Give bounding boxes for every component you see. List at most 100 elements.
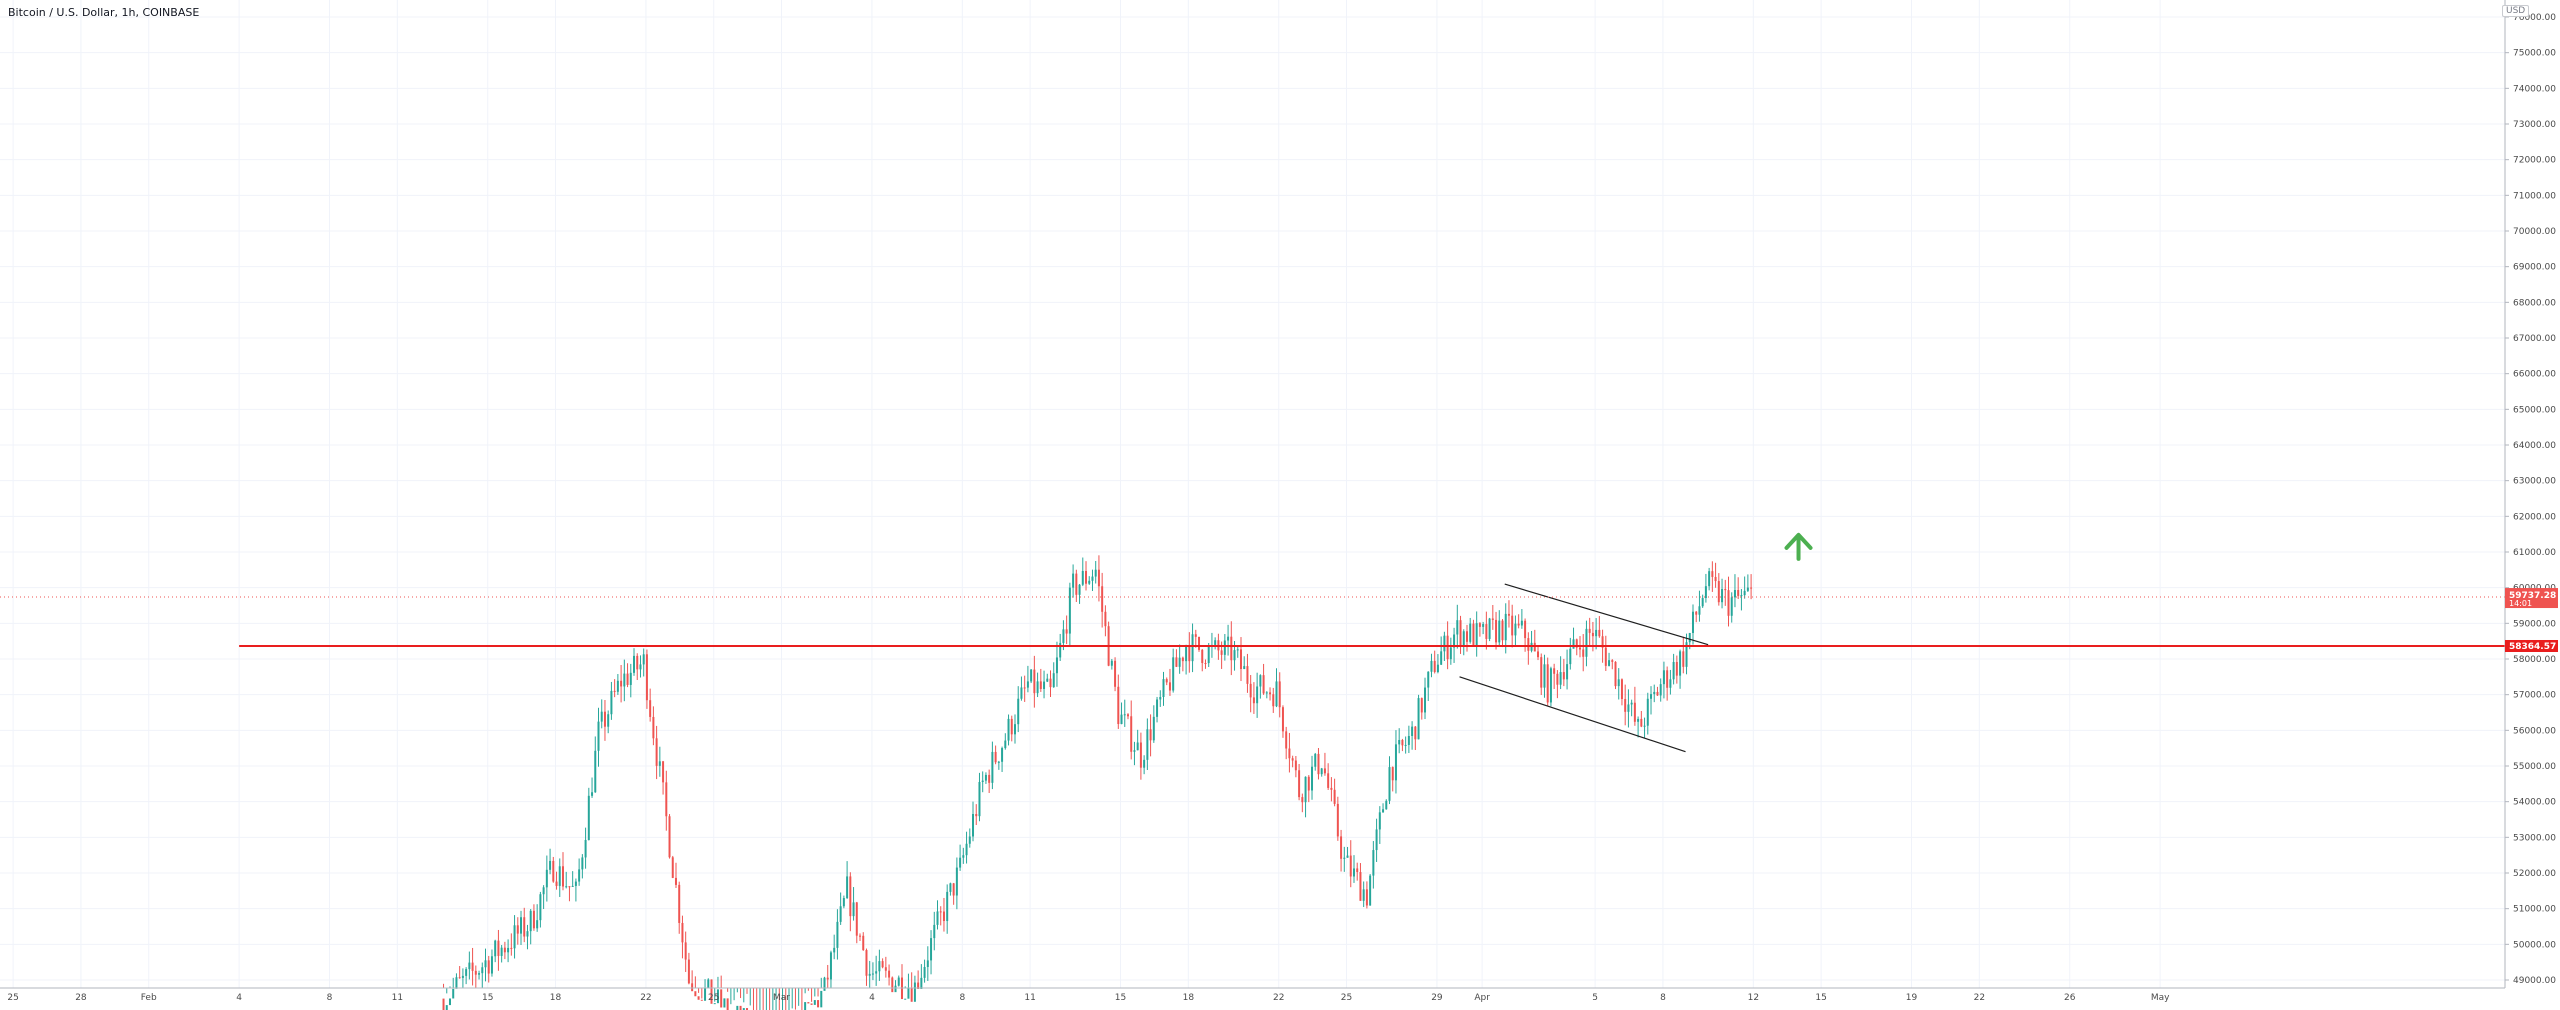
price-tick-label: 75000.00: [2513, 49, 2556, 59]
candle-body: [1259, 675, 1262, 687]
candle-body: [1501, 620, 1504, 641]
candle-body: [1611, 660, 1614, 662]
candle: [545, 855, 548, 902]
candle: [852, 887, 855, 921]
candle-body: [1143, 759, 1146, 768]
candle: [571, 871, 574, 887]
candle: [1291, 755, 1294, 768]
time-tick-label: 8: [959, 993, 965, 1003]
candle-body: [917, 982, 920, 989]
candle-body: [820, 990, 823, 1008]
candle: [1546, 657, 1549, 706]
candle: [1604, 635, 1607, 671]
candle-body: [594, 750, 597, 793]
candle: [1643, 717, 1646, 739]
price-tick-label: 56000.00: [2513, 726, 2556, 736]
candle: [1136, 729, 1139, 751]
candle-body: [1456, 620, 1459, 635]
candle: [1711, 561, 1714, 592]
candle-body: [1201, 649, 1204, 664]
candle-body: [487, 960, 490, 974]
time-tick-label: 28: [75, 993, 87, 1003]
candle: [946, 884, 949, 934]
candle-body: [655, 738, 658, 766]
candle-body: [565, 886, 568, 888]
candle-body: [674, 877, 677, 885]
candle: [458, 966, 461, 979]
candle-body: [468, 962, 471, 970]
candle-body: [542, 887, 545, 895]
candle: [720, 975, 723, 1008]
candle: [490, 949, 493, 977]
candle-body: [1617, 679, 1620, 687]
candle-body: [1081, 571, 1084, 585]
candle: [1117, 674, 1120, 729]
candle: [587, 787, 590, 841]
candle: [1385, 799, 1388, 810]
candle: [1020, 676, 1023, 701]
candle: [1475, 611, 1478, 657]
candle-body: [545, 869, 548, 888]
candle: [765, 988, 767, 1010]
candle: [1085, 561, 1088, 591]
candle: [1627, 689, 1630, 728]
candle: [1278, 672, 1281, 718]
candle-body: [991, 751, 994, 783]
candle-body: [1033, 669, 1036, 694]
candle-body: [1746, 587, 1749, 591]
candle-body: [1695, 611, 1698, 615]
candle: [662, 760, 665, 795]
candle: [645, 649, 648, 709]
candle-body: [1475, 623, 1478, 647]
candle-body: [1433, 660, 1436, 672]
candle-body: [597, 721, 600, 751]
candle: [1549, 666, 1552, 707]
candle-body: [1059, 643, 1062, 658]
candle-body: [1172, 657, 1175, 691]
candle-body: [875, 971, 878, 974]
candle: [1507, 600, 1510, 628]
candle: [674, 862, 677, 888]
time-tick-label: 12: [1748, 993, 1759, 1003]
candle-body: [742, 1008, 745, 1010]
currency-badge[interactable]: USD: [2502, 5, 2530, 17]
candle: [965, 831, 968, 864]
candle-body: [571, 885, 574, 887]
candle: [994, 745, 997, 765]
candle: [878, 949, 881, 981]
candle-body: [942, 911, 945, 922]
candle: [1617, 668, 1620, 700]
candle: [471, 947, 474, 986]
price-tick-label: 72000.00: [2513, 156, 2556, 166]
candle: [1159, 690, 1162, 707]
candle-body: [442, 998, 445, 1010]
candle-body: [1046, 678, 1049, 682]
candle: [1459, 615, 1462, 654]
candle: [910, 972, 913, 1002]
candle: [933, 911, 936, 951]
candle-body: [1666, 670, 1669, 688]
candle: [1537, 645, 1540, 661]
candle-body: [1359, 872, 1362, 901]
candle: [597, 707, 600, 767]
candle-body: [1272, 694, 1275, 707]
candle-body: [1559, 672, 1562, 685]
candle-body: [1585, 628, 1588, 657]
price-tick-label: 52000.00: [2513, 869, 2556, 879]
time-tick-label: 11: [392, 993, 403, 1003]
candle-body: [1682, 651, 1685, 667]
candle-body: [1130, 716, 1133, 752]
candle-body: [1246, 666, 1249, 684]
candle: [733, 988, 735, 1001]
drawings-layer[interactable]: [0, 532, 2505, 753]
candle: [574, 878, 577, 902]
candle-body: [668, 816, 671, 858]
candle: [939, 906, 942, 926]
candle-body: [1068, 587, 1071, 634]
candle-body: [855, 902, 858, 936]
candle-body: [1349, 855, 1352, 877]
candle: [1746, 574, 1749, 592]
candle: [613, 679, 616, 698]
candle: [500, 945, 503, 963]
